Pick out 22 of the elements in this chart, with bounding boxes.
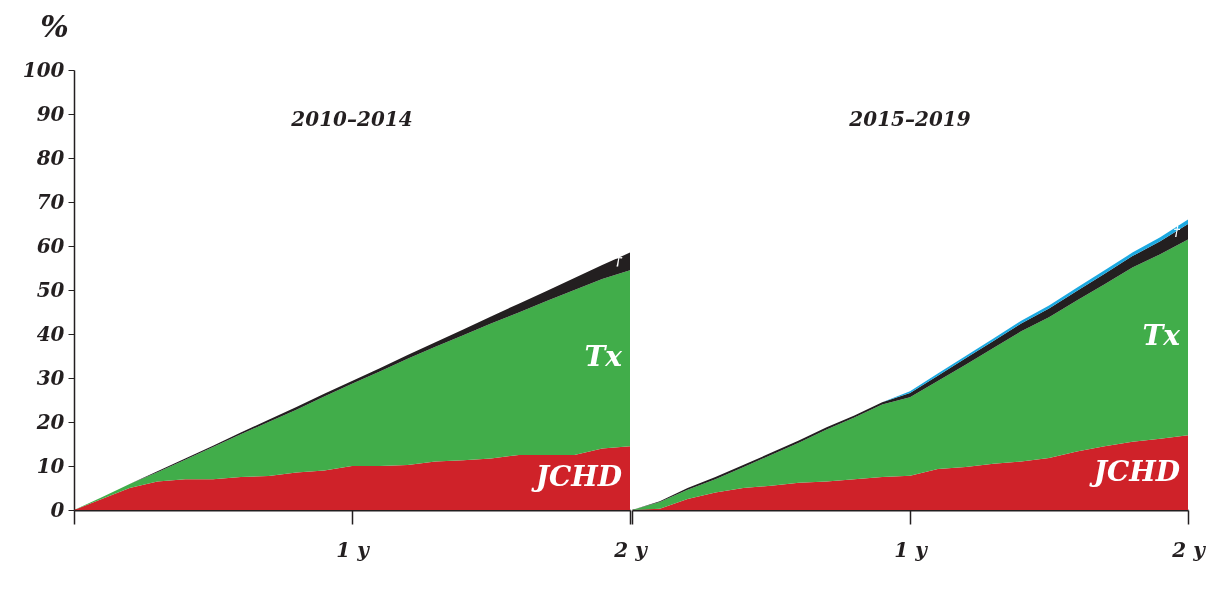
y-tick-label: 40 [36, 321, 65, 346]
text: 2015–2019 [848, 107, 971, 131]
y-tick-label: 60 [36, 233, 65, 258]
y-tick-label: 10 [36, 453, 65, 478]
text: 2010–2014 [290, 107, 413, 131]
series-label: Tx [1142, 319, 1181, 353]
x-tick-label: 1 y [336, 537, 371, 562]
y-tick-label: 80 [35, 145, 65, 170]
y-tick-label: 20 [35, 409, 65, 434]
series-label: JCHD [1088, 454, 1181, 488]
y-tick-label: 70 [36, 189, 65, 214]
series-label: JCHD [530, 460, 623, 494]
series-label: Tx [584, 340, 623, 374]
y-tick-label: 90 [36, 101, 65, 126]
y-tick-label: 0 [50, 497, 65, 522]
y-tick-label: 100 [22, 57, 65, 82]
x-tick-label: 2 y [1171, 537, 1207, 562]
y-tick-label: 30 [36, 365, 65, 390]
x-tick-label: 2 y [613, 537, 649, 562]
y-tick-label: 50 [36, 277, 65, 302]
y-axis-title: % [40, 8, 69, 44]
x-tick-label: 1 y [894, 537, 929, 562]
